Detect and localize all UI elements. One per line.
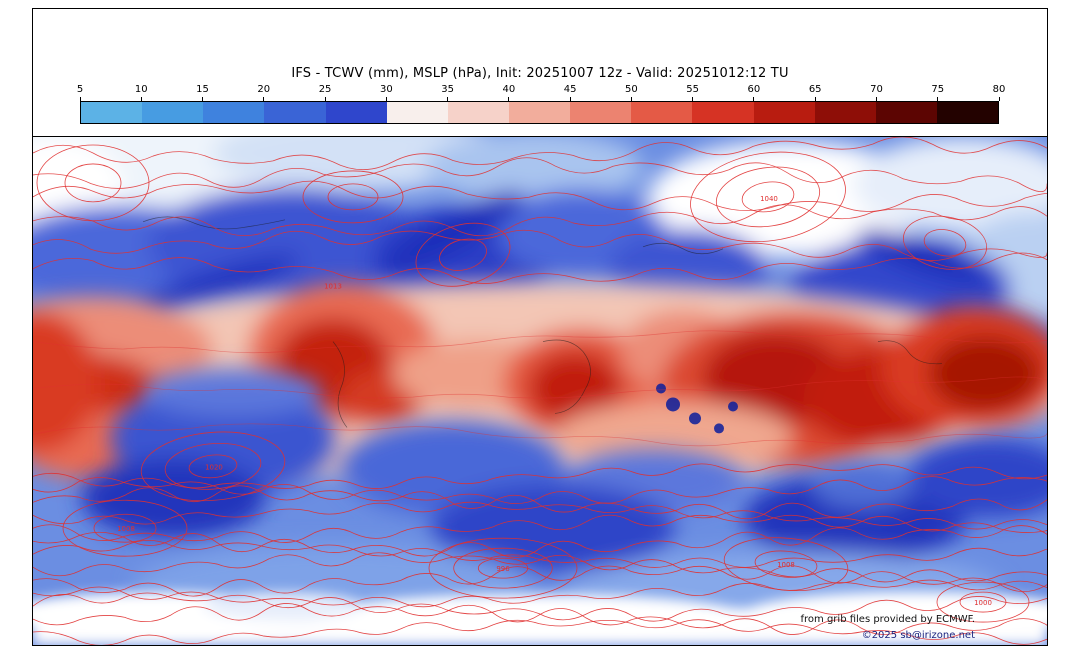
isobar-loop	[902, 215, 988, 270]
colorbar-segment	[631, 102, 693, 123]
copyright-credit: ©2025 sb@irizone.net	[861, 630, 975, 641]
colorbar-tick-label: 20	[257, 84, 271, 95]
colorbar-tick-label: 30	[379, 84, 393, 95]
isobar-loop	[477, 557, 529, 579]
isobar-loop	[164, 443, 262, 490]
colorbar-tick-label: 80	[992, 84, 1006, 95]
figure-frame: IFS - TCWV (mm), MSLP (hPa), Init: 20251…	[32, 8, 1048, 646]
isobar-loop	[428, 537, 578, 599]
cool-field	[33, 137, 1047, 427]
colorbar-segment	[142, 102, 204, 123]
isobar-loop	[453, 547, 553, 589]
isobar-loop	[36, 144, 150, 222]
isobar-loop	[936, 581, 1030, 623]
colorbar-segment	[814, 102, 876, 123]
isobar-loop	[62, 499, 188, 557]
isobar-label: 1020	[205, 463, 223, 471]
isobar-loop	[754, 550, 818, 578]
colorbar-tick-label: 45	[563, 84, 577, 95]
colorbar-ticks: 5 10 15 20 25 30 35 40 45 50 55 60 65 70 75 80	[76, 9, 1005, 101]
map-canvas: 1040 1013 1020 996 1008 1008 1000	[33, 137, 1047, 645]
source-credit: from grib files provided by ECMWF.	[800, 614, 976, 625]
isobar-label: 996	[496, 565, 509, 573]
colorbar-tick-label: 5	[76, 84, 84, 95]
isobar-loop	[64, 163, 122, 203]
isobar-label: 1008	[117, 525, 135, 533]
colorbar-segment	[203, 102, 265, 123]
colorbar	[80, 101, 999, 124]
isobar-loop	[723, 537, 849, 591]
isobar-contours: 1040 1013 1020 996 1008 1008 1000	[33, 137, 1047, 645]
colorbar-segment	[936, 102, 999, 123]
isobar-loop	[923, 229, 967, 257]
colorbar-tick-label: 60	[747, 84, 761, 95]
isobar-loop	[188, 454, 238, 479]
colorbar-segment	[570, 102, 632, 123]
colorbar-tick-label: 10	[134, 84, 148, 95]
isobar-loop	[715, 166, 821, 228]
colorbar-tick-label: 50	[625, 84, 638, 95]
isobar-label: 1008	[777, 561, 795, 569]
colorbar-tick-label: 70	[870, 84, 883, 95]
isobar-loop	[741, 181, 795, 213]
colorbar-tick-label: 40	[502, 84, 516, 95]
isobar-loop	[959, 591, 1007, 613]
island-dots	[656, 383, 738, 434]
colorbar-segment	[386, 102, 448, 123]
colorbar-tick-label: 65	[808, 84, 822, 95]
chart-title: IFS - TCWV (mm), MSLP (hPa), Init: 20251…	[291, 66, 789, 81]
colorbar-tick-label: 35	[441, 84, 454, 95]
isobar-loop	[93, 513, 157, 543]
colorbar-segment	[325, 102, 387, 123]
isobar-loop	[302, 170, 404, 224]
isobar-loop	[140, 431, 286, 502]
isobar-loop	[415, 222, 511, 287]
colorbar-tick-label: 75	[931, 84, 945, 95]
colorbar-segment	[447, 102, 509, 123]
world-map: 1040 1013 1020 996 1008 1008 1000 from grib fi…	[33, 136, 1047, 645]
colorbar-tick-label: 15	[196, 84, 209, 95]
colorbar-segment	[508, 102, 571, 123]
isobar-loop	[327, 183, 379, 211]
colorbar-segment	[875, 102, 937, 123]
colorbar-segment	[264, 102, 326, 123]
colorbar-segment	[753, 102, 815, 123]
colorbar-tick-label: 25	[318, 84, 332, 95]
isobar-label: 1013	[324, 283, 342, 291]
isobar-label: 1000	[974, 599, 992, 607]
isobar-loop	[690, 151, 846, 243]
colorbar-tick-label: 55	[686, 84, 700, 95]
isobar-label: 1040	[760, 195, 778, 203]
colorbar-segment	[81, 102, 143, 123]
colorbar-segment	[692, 102, 754, 123]
isobar-loop	[439, 238, 487, 271]
